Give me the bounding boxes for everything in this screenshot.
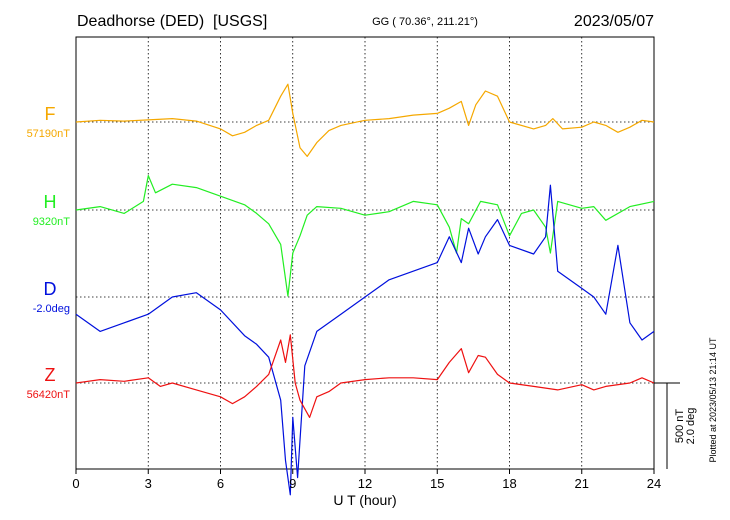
x-tick-label: 12: [358, 476, 372, 491]
date-label: 2023/05/07: [574, 13, 654, 30]
series-line-z: [75, 334, 655, 418]
series-baseline-z: 56420nT: [27, 389, 71, 401]
series-line-h: [75, 175, 655, 297]
x-tick-label: 24: [647, 476, 661, 491]
series-line-d: [75, 184, 655, 496]
x-axis: 0 3 6 9 12 15 18 21 24: [72, 469, 661, 491]
station-title: Deadhorse (DED) [USGS]: [77, 13, 267, 30]
series-baseline-h: 9320nT: [33, 216, 71, 228]
x-tick-label: 15: [430, 476, 444, 491]
series-baseline-d: -2.0deg: [33, 303, 70, 315]
scale-bar: 500 nT 2.0 deg: [654, 382, 697, 469]
series-baseline-f: 57190nT: [27, 128, 71, 140]
x-tick-label: 18: [502, 476, 516, 491]
x-tick-label: 21: [575, 476, 589, 491]
x-tick-label: 0: [72, 476, 79, 491]
x-tick-label: 6: [217, 476, 224, 491]
scale-bar-deg: 2.0 deg: [685, 408, 697, 445]
series-label-f: F: [45, 104, 56, 124]
series-layer: F 57190nT H 9320nT D -2.0deg Z 56420nT: [27, 83, 655, 496]
series-label-d: D: [44, 279, 57, 299]
series-line-f: [75, 83, 655, 157]
plotted-at-note: Plotted at 2023/05/13 21:14 UT: [708, 337, 718, 463]
series-label-h: H: [44, 192, 57, 212]
x-tick-label: 9: [289, 476, 296, 491]
series-label-z: Z: [45, 365, 56, 385]
geographic-coords: GG ( 70.36°, 211.21°): [372, 16, 478, 28]
x-tick-label: 3: [145, 476, 152, 491]
grid-lines: [76, 37, 654, 469]
x-axis-label: U T (hour): [333, 492, 396, 508]
scale-bar-nt: 500 nT: [674, 409, 686, 444]
